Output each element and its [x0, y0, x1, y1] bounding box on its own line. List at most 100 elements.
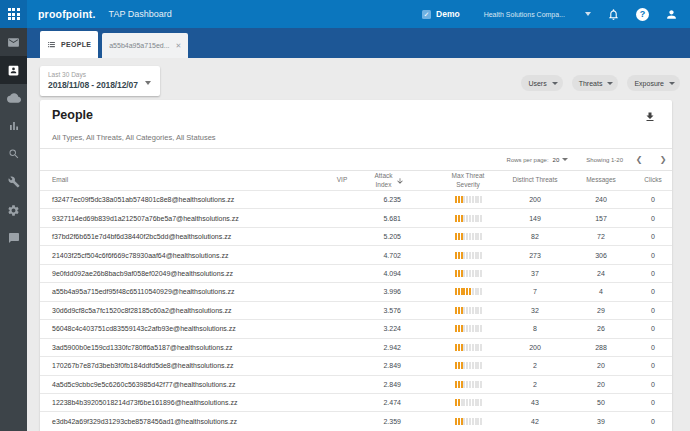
organization-selector[interactable]: Health Solutions Compa... [484, 11, 565, 18]
date-range-label: Last 30 Days [48, 71, 152, 78]
sidebar-item-search[interactable] [0, 140, 27, 168]
messages-cell: 72 [568, 233, 634, 240]
date-range-selector[interactable]: Last 30 Days 2018/11/08 - 2018/12/07 [40, 66, 160, 96]
people-card: People All Types, All Threats, All Categ… [40, 100, 672, 431]
messages-cell: 29 [568, 307, 634, 314]
col-header-vip[interactable]: VIP [320, 176, 364, 185]
table-row[interactable]: 21403f25cf504c6f6f669c78930aaf64@healths… [40, 245, 672, 263]
distinct-threats-cell: 7 [502, 288, 568, 295]
severity-bar [455, 362, 502, 369]
severity-bar [455, 233, 502, 240]
sidebar-item-settings[interactable] [0, 196, 27, 224]
severity-bar [455, 252, 502, 259]
rows-per-page-label: Rows per page: [507, 157, 549, 163]
clicks-cell: 0 [634, 233, 672, 240]
table-row[interactable]: 3ad5900b0e159cd1330fc780ff6a5187@healths… [40, 338, 672, 356]
top-navbar: proofpoint. TAP Dashboard ✓ Demo Health … [0, 0, 690, 28]
email-cell: 30d6d9cf8c5a7fc1520c8f28185c60a2@healths… [40, 307, 320, 314]
card-title: People [40, 100, 672, 122]
contact-card-icon [7, 64, 20, 77]
severity-cell [414, 215, 502, 222]
email-cell: 3ad5900b0e159cd1330fc780ff6a5187@healths… [40, 344, 320, 351]
filter-button-users[interactable]: Users [521, 75, 562, 91]
notifications-button[interactable] [607, 8, 620, 21]
sidebar-item-people[interactable] [0, 56, 27, 84]
severity-bar [455, 215, 502, 222]
chat-icon [8, 232, 20, 244]
demo-checkbox[interactable]: ✓ [422, 10, 431, 19]
table-row[interactable]: 170267b7e87d3beb3f0fb184ddfd5de8@healths… [40, 356, 672, 374]
showing-label: Showing 1-20 [586, 157, 623, 163]
clicks-cell: 0 [634, 196, 672, 203]
filter-button-threats[interactable]: Threats [572, 75, 619, 91]
clicks-cell: 0 [634, 288, 672, 295]
clicks-cell: 0 [634, 252, 672, 259]
sidebar-item-tools[interactable] [0, 168, 27, 196]
account-button[interactable] [665, 8, 678, 21]
clicks-cell: 0 [634, 270, 672, 277]
attack-index-cell: 5.681 [364, 215, 414, 222]
filter-button-exposure[interactable]: Exposure [627, 75, 680, 91]
sidebar-item-chat[interactable] [0, 224, 27, 252]
table-row[interactable]: 9e0fdd092ae26b8bacb9af058ef02049@healths… [40, 264, 672, 282]
distinct-threats-cell: 200 [502, 344, 568, 351]
col-header-attack-index[interactable]: AttackIndex [364, 172, 414, 190]
tab-people[interactable]: PEOPLE [40, 31, 98, 58]
next-page-button[interactable]: ❯ [659, 155, 667, 164]
col-header-distinct-threats[interactable]: Distinct Threats [502, 176, 568, 185]
attack-index-cell: 3.576 [364, 307, 414, 314]
sidebar-item-email[interactable] [0, 28, 27, 56]
messages-cell: 24 [568, 270, 634, 277]
severity-bar [455, 270, 502, 277]
wrench-icon [8, 176, 20, 188]
severity-cell [414, 270, 502, 277]
sidebar-item-cloud[interactable] [0, 84, 27, 112]
messages-cell: 39 [568, 418, 634, 425]
table-row[interactable]: f37bd2f6b651e7d4bf6d38440f2bc5dd@healths… [40, 227, 672, 245]
severity-cell [414, 233, 502, 240]
messages-cell: 240 [568, 196, 634, 203]
left-sidebar [0, 28, 27, 431]
date-range-value: 2018/11/08 - 2018/12/07 [48, 80, 152, 90]
email-cell: 9327114ed69b839d1a212507a76be5a7@healths… [40, 215, 320, 222]
col-header-messages[interactable]: Messages [568, 176, 634, 185]
help-button[interactable]: ? [636, 8, 649, 21]
table-row[interactable]: 4a5d5c9cbbc9e5c6260c563985d42f77@healths… [40, 375, 672, 393]
col-header-max-threat-severity[interactable]: Max ThreatSeverity [414, 172, 502, 190]
severity-cell [414, 399, 502, 406]
download-icon [644, 111, 656, 123]
table-row[interactable]: f32477ec09f5dc38a051ab574801c8e8@healths… [40, 190, 672, 208]
distinct-threats-cell: 82 [502, 233, 568, 240]
app-launcher-button[interactable] [0, 0, 27, 28]
rows-per-page-select[interactable]: 20 [553, 157, 569, 163]
severity-cell [414, 288, 502, 295]
col-header-email[interactable]: Email [40, 176, 320, 185]
tab-detail-label: a55b4a95a715ed... [109, 42, 169, 49]
table-row[interactable]: a55b4a95a715edf95f48c65110540929@healths… [40, 282, 672, 300]
tab-detail[interactable]: a55b4a95a715ed... ✕ [102, 33, 188, 58]
table-row[interactable]: 9327114ed69b839d1a212507a76be5a7@healths… [40, 208, 672, 226]
prev-page-button[interactable]: ❮ [635, 155, 643, 164]
download-button[interactable] [644, 109, 656, 127]
table-row[interactable]: 30d6d9cf8c5a7fc1520c8f28185c60a2@healths… [40, 301, 672, 319]
close-icon[interactable]: ✕ [176, 42, 182, 50]
messages-cell: 157 [568, 215, 634, 222]
attack-index-cell: 4.094 [364, 270, 414, 277]
table-row[interactable]: 56048c4c403751cd83559143c2afb93e@healths… [40, 319, 672, 337]
distinct-threats-cell: 42 [502, 418, 568, 425]
sidebar-item-reports[interactable] [0, 112, 27, 140]
bar-chart-icon [8, 120, 20, 132]
chevron-down-icon [552, 82, 558, 85]
table-row[interactable]: e3db42a69f329d31293cbe8578456ad1@healths… [40, 411, 672, 429]
severity-cell [414, 344, 502, 351]
col-header-clicks[interactable]: Clicks [634, 176, 672, 185]
chevron-down-icon[interactable] [585, 12, 591, 16]
table-row[interactable]: 12238b4b39205018214d73f6be161896@healths… [40, 393, 672, 411]
chevron-down-icon [145, 81, 151, 85]
app-title: TAP Dashboard [109, 9, 172, 19]
severity-bar [455, 307, 502, 314]
attack-index-cell: 3.996 [364, 288, 414, 295]
messages-cell: 50 [568, 399, 634, 406]
clicks-cell: 0 [634, 325, 672, 332]
attack-index-cell: 2.849 [364, 381, 414, 388]
